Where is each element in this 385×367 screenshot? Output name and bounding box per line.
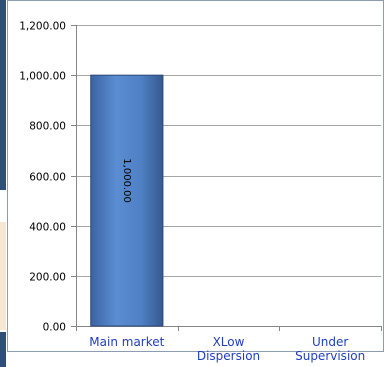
axes [71,25,382,331]
x-category-label: Under Supervision [295,335,365,363]
y-tick-label: 600.00 [29,172,66,184]
bar-data-label: 1,000.00 [121,158,132,203]
x-category-labels: Main market XLow Dispersion Under Supervisio… [89,335,365,363]
y-tick-labels: 0.00 200.00 400.00 600.00 800.00 1,000.00 1,20… [19,21,66,334]
bar-main-market [90,74,164,327]
left-accent-blue-bottom [0,332,6,367]
left-accent-blue [0,0,6,190]
y-tick-label: 200.00 [29,272,66,284]
x-category-label: XLow Dispersion [197,335,260,363]
y-tick-label: 0.00 [43,322,66,334]
bars: 1,000.00 [90,74,164,327]
y-tick-label: 800.00 [29,121,66,133]
y-tick-label: 1,200.00 [19,21,66,33]
left-accent-beige [0,222,6,330]
y-tick-label: 400.00 [29,222,66,234]
x-category-label: Main market [89,335,164,349]
y-tick-label: 1,000.00 [19,71,66,83]
